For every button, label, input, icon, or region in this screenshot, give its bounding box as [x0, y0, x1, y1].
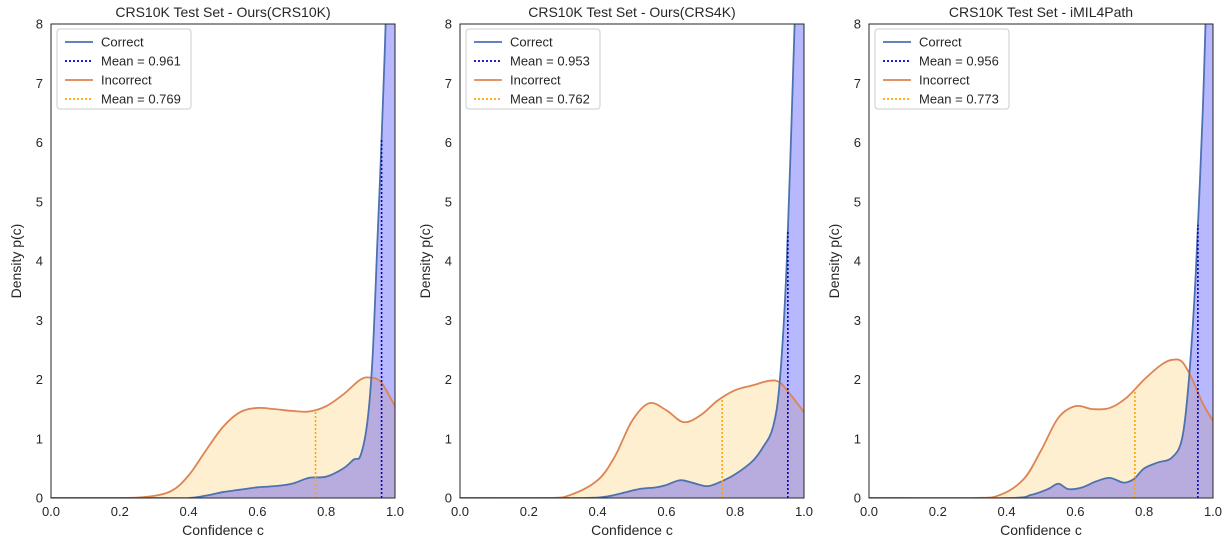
chart-title: CRS10K Test Set - Ours(CRS10K): [115, 4, 330, 20]
axes-frame: [459, 23, 805, 499]
legend: Correct Mean = 0.961 Incorrect Mean = 0.769: [56, 28, 192, 110]
legend-correct-label: Correct: [510, 35, 553, 50]
y-tick-label: 1: [36, 431, 43, 446]
x-tick-label: 0.6: [1066, 504, 1084, 519]
correct-density-fill: [460, 24, 804, 498]
y-tick-label: 4: [854, 254, 861, 269]
chart-title: CRS10K Test Set - Ours(CRS4K): [528, 4, 735, 20]
chart-panel-1: 0.0 0.2 0.4 0.6 0.8 1.0 0 1 2 3 4 5 6 7 8 Confidence c D…: [8, 4, 404, 538]
y-tick-label: 6: [36, 135, 43, 150]
plot-area: [869, 24, 1213, 498]
y-tick-label: 8: [854, 17, 861, 32]
y-tick-label: 4: [445, 254, 452, 269]
x-axis-label: Confidence c: [182, 522, 264, 538]
x-axis-label: Confidence c: [591, 522, 673, 538]
x-tick-label: 1.0: [386, 504, 404, 519]
legend-incorrect-label: Incorrect: [101, 73, 152, 88]
legend-correct-mean-label: Mean = 0.956: [919, 54, 999, 69]
y-tick-label: 0: [854, 491, 861, 506]
x-tick-label: 0.4: [998, 504, 1016, 519]
incorrect-density-fill: [460, 380, 804, 498]
legend-box: [874, 28, 1010, 110]
x-tick-label: 1.0: [795, 504, 813, 519]
legend: Correct Mean = 0.956 Incorrect Mean = 0.773: [874, 28, 1010, 110]
x-tick-label: 1.0: [1204, 504, 1222, 519]
incorrect-density-line: [51, 376, 395, 498]
plot-area: [460, 24, 804, 498]
y-axis-label: Density p(c): [826, 224, 842, 299]
x-tick-label: 0.0: [42, 504, 60, 519]
y-tick-label: 2: [36, 372, 43, 387]
y-tick-label: 8: [36, 17, 43, 32]
y-tick-label: 3: [36, 313, 43, 328]
legend-incorrect-label: Incorrect: [510, 73, 561, 88]
y-tick-label: 7: [36, 76, 43, 91]
x-tick-label: 0.8: [317, 504, 335, 519]
incorrect-density-line: [460, 379, 804, 498]
y-tick-label: 3: [854, 313, 861, 328]
y-tick-label: 6: [854, 135, 861, 150]
plot-area: [51, 24, 395, 498]
legend-correct-label: Correct: [919, 35, 962, 50]
axes-frame: [50, 23, 396, 499]
legend-incorrect-mean-label: Mean = 0.769: [101, 92, 181, 107]
y-tick-label: 2: [445, 372, 452, 387]
incorrect-density-fill: [869, 359, 1213, 498]
x-tick-label: 0.2: [929, 504, 947, 519]
x-tick-label: 0.2: [520, 504, 538, 519]
incorrect-density-fill: [51, 377, 395, 498]
legend-incorrect-mean-label: Mean = 0.773: [919, 92, 999, 107]
axes-frame: [868, 23, 1214, 499]
correct-density-line: [51, 24, 387, 498]
y-tick-label: 5: [36, 194, 43, 209]
x-tick-label: 0.2: [111, 504, 129, 519]
legend-correct-mean-label: Mean = 0.953: [510, 54, 590, 69]
x-axis-label: Confidence c: [1000, 522, 1082, 538]
y-tick-label: 0: [36, 491, 43, 506]
y-tick-label: 4: [36, 254, 43, 269]
legend-box: [56, 28, 192, 110]
y-tick-label: 6: [445, 135, 452, 150]
x-tick-label: 0.0: [451, 504, 469, 519]
chart-panel-3: 0.0 0.2 0.4 0.6 0.8 1.0 0 1 2 3 4 5 6 7 8 Confidence c D…: [826, 4, 1222, 538]
y-tick-label: 0: [445, 491, 452, 506]
x-tick-label: 0.4: [180, 504, 198, 519]
legend-incorrect-mean-label: Mean = 0.762: [510, 92, 590, 107]
incorrect-density-line: [869, 358, 1213, 498]
legend-incorrect-label: Incorrect: [919, 73, 970, 88]
y-tick-label: 2: [854, 372, 861, 387]
y-tick-label: 8: [445, 17, 452, 32]
x-tick-label: 0.0: [860, 504, 878, 519]
x-tick-label: 0.4: [589, 504, 607, 519]
y-axis-label: Density p(c): [8, 224, 24, 299]
y-tick-label: 7: [854, 76, 861, 91]
y-tick-label: 1: [445, 431, 452, 446]
y-tick-label: 1: [854, 431, 861, 446]
y-tick-label: 5: [445, 194, 452, 209]
legend-correct-label: Correct: [101, 35, 144, 50]
correct-density-line: [869, 24, 1207, 498]
legend-correct-mean-label: Mean = 0.961: [101, 54, 181, 69]
x-tick-label: 0.8: [726, 504, 744, 519]
x-tick-label: 0.6: [248, 504, 266, 519]
y-tick-label: 5: [854, 194, 861, 209]
x-tick-label: 0.8: [1135, 504, 1153, 519]
legend: Correct Mean = 0.953 Incorrect Mean = 0.762: [465, 28, 601, 110]
y-tick-label: 3: [445, 313, 452, 328]
y-tick-label: 7: [445, 76, 452, 91]
x-tick-label: 0.6: [657, 504, 675, 519]
y-axis-label: Density p(c): [417, 224, 433, 299]
chart-title: CRS10K Test Set - iMIL4Path: [949, 4, 1133, 20]
legend-box: [465, 28, 601, 110]
chart-panel-2: 0.0 0.2 0.4 0.6 0.8 1.0 0 1 2 3 4 5 6 7 8 Confidence c D…: [417, 4, 813, 538]
